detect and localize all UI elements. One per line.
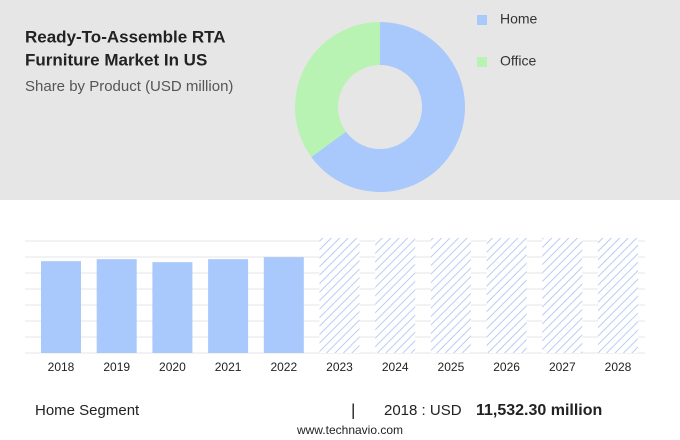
x-tick-label: 2026 xyxy=(493,360,520,374)
x-tick-label: 2027 xyxy=(549,360,576,374)
highlight-value: 11,532.30 million xyxy=(476,402,602,419)
x-tick-label: 2018 xyxy=(48,360,75,374)
x-tick-label: 2023 xyxy=(326,360,353,374)
chart-subtitle: Share by Product (USD million) xyxy=(25,78,233,95)
legend-label: Office xyxy=(500,53,537,69)
legend-swatch xyxy=(477,57,487,67)
legend-label: Home xyxy=(500,11,538,27)
x-tick-label: 2028 xyxy=(605,360,632,374)
separator: | xyxy=(351,400,355,419)
x-tick-label: 2022 xyxy=(270,360,297,374)
donut-slice xyxy=(311,22,465,193)
forecast-placeholder xyxy=(375,238,416,353)
bar xyxy=(41,261,81,353)
forecast-placeholder xyxy=(430,238,471,353)
year-currency: 2018 : USD xyxy=(384,402,462,419)
x-tick-label: 2024 xyxy=(382,360,409,374)
forecast-placeholder xyxy=(598,238,638,353)
legend-swatch xyxy=(477,15,487,25)
bar xyxy=(152,262,193,353)
source: www.technavio.com xyxy=(296,423,403,437)
x-tick-label: 2020 xyxy=(159,360,186,374)
donut-slice xyxy=(294,22,380,157)
segment-label: Home Segment xyxy=(35,402,140,419)
chart-title: Ready-To-Assemble RTA xyxy=(25,27,226,46)
forecast-placeholder xyxy=(319,238,360,353)
x-tick-label: 2025 xyxy=(438,360,465,374)
plot: Home Office 2018 2019 2020 2021 2022 2023 2024 20… xyxy=(25,11,645,374)
forecast-placeholder xyxy=(542,238,583,353)
chart-title: Furniture Market In US xyxy=(25,50,207,69)
bar xyxy=(208,259,249,353)
bar xyxy=(263,257,304,353)
forecast-placeholder xyxy=(486,238,527,353)
x-tick-label: 2019 xyxy=(103,360,130,374)
bar xyxy=(96,259,137,353)
x-tick-label: 2021 xyxy=(215,360,242,374)
